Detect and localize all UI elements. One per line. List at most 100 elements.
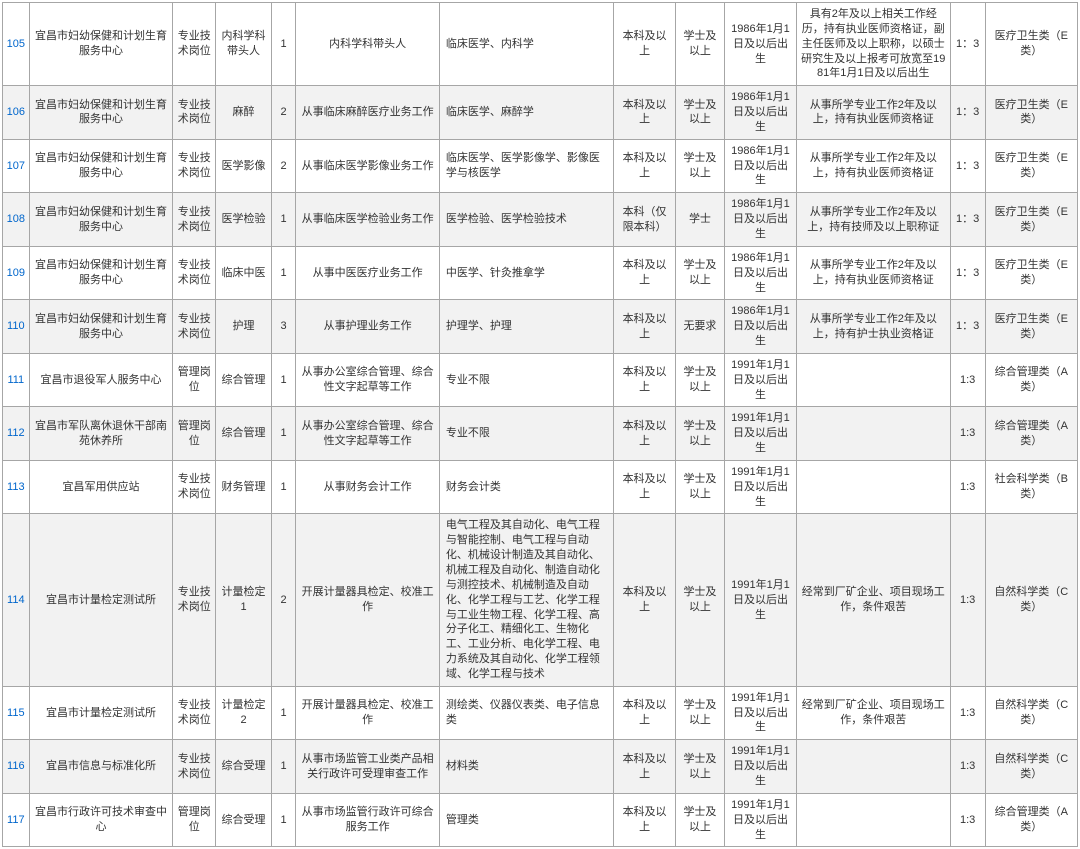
cell-other: 从事所学专业工作2年及以上，持有执业医师资格证: [796, 86, 950, 140]
cell-birth: 1991年1月1日及以后出生: [725, 407, 797, 461]
cell-post_name: 护理: [216, 300, 271, 354]
cell-post_type: 专业技术岗位: [173, 139, 216, 193]
cell-idx: 108: [3, 193, 30, 247]
cell-post_type: 专业技术岗位: [173, 193, 216, 247]
cell-org: 宜昌市妇幼保健和计划生育服务中心: [29, 139, 173, 193]
cell-count: 2: [271, 514, 296, 686]
cell-major: 电气工程及其自动化、电气工程与智能控制、电气工程与自动化、机械设计制造及其自动化…: [439, 514, 613, 686]
cell-degree: 学士及以上: [675, 407, 724, 461]
cell-other: [796, 407, 950, 461]
cell-exam_cat: 医疗卫生类（E类）: [985, 139, 1077, 193]
cell-major: 临床医学、内科学: [439, 3, 613, 86]
cell-idx: 114: [3, 514, 30, 686]
cell-count: 1: [271, 246, 296, 300]
cell-post_name: 医学检验: [216, 193, 271, 247]
cell-count: 1: [271, 193, 296, 247]
cell-org: 宜昌市妇幼保健和计划生育服务中心: [29, 300, 173, 354]
cell-other: [796, 740, 950, 794]
cell-exam_cat: 综合管理类（A类）: [985, 353, 1077, 407]
cell-org: 宜昌市军队离休退休干部南苑休养所: [29, 407, 173, 461]
table-row: 112宜昌市军队离休退休干部南苑休养所管理岗位综合管理1从事办公室综合管理、综合…: [3, 407, 1078, 461]
cell-idx: 106: [3, 86, 30, 140]
cell-major: 专业不限: [439, 353, 613, 407]
table-row: 115宜昌市计量检定测试所专业技术岗位计量检定21开展计量器具检定、校准工作测绘…: [3, 686, 1078, 740]
table-row: 109宜昌市妇幼保健和计划生育服务中心专业技术岗位临床中医1从事中医医疗业务工作…: [3, 246, 1078, 300]
cell-count: 2: [271, 86, 296, 140]
cell-ratio: 1:3: [950, 686, 985, 740]
table-row: 107宜昌市妇幼保健和计划生育服务中心专业技术岗位医学影像2从事临床医学影像业务…: [3, 139, 1078, 193]
cell-count: 1: [271, 407, 296, 461]
recruitment-table: 105宜昌市妇幼保健和计划生育服务中心专业技术岗位内科学科带头人1内科学科带头人…: [2, 2, 1078, 847]
cell-degree: 学士及以上: [675, 139, 724, 193]
cell-post_type: 专业技术岗位: [173, 514, 216, 686]
cell-count: 1: [271, 686, 296, 740]
cell-post_type: 专业技术岗位: [173, 86, 216, 140]
cell-edu: 本科及以上: [614, 407, 676, 461]
cell-degree: 学士及以上: [675, 686, 724, 740]
cell-other: 经常到厂矿企业、项目现场工作，条件艰苦: [796, 514, 950, 686]
cell-other: 从事所学专业工作2年及以上，持有执业医师资格证: [796, 246, 950, 300]
cell-count: 1: [271, 353, 296, 407]
cell-post_name: 综合管理: [216, 353, 271, 407]
cell-post_name: 临床中医: [216, 246, 271, 300]
cell-post_name: 财务管理: [216, 460, 271, 514]
cell-exam_cat: 自然科学类（C类）: [985, 740, 1077, 794]
cell-degree: 学士及以上: [675, 793, 724, 847]
table-row: 105宜昌市妇幼保健和计划生育服务中心专业技术岗位内科学科带头人1内科学科带头人…: [3, 3, 1078, 86]
cell-exam_cat: 医疗卫生类（E类）: [985, 300, 1077, 354]
cell-edu: 本科及以上: [614, 353, 676, 407]
cell-post_type: 管理岗位: [173, 353, 216, 407]
cell-other: 从事所学专业工作2年及以上，持有技师及以上职称证: [796, 193, 950, 247]
cell-degree: 学士及以上: [675, 740, 724, 794]
cell-idx: 117: [3, 793, 30, 847]
cell-edu: 本科及以上: [614, 686, 676, 740]
cell-ratio: 1：3: [950, 193, 985, 247]
cell-degree: 学士及以上: [675, 3, 724, 86]
cell-other: 从事所学专业工作2年及以上，持有护士执业资格证: [796, 300, 950, 354]
cell-post_type: 专业技术岗位: [173, 246, 216, 300]
cell-count: 1: [271, 460, 296, 514]
cell-idx: 113: [3, 460, 30, 514]
cell-post_name: 计量检定1: [216, 514, 271, 686]
cell-major: 财务会计类: [439, 460, 613, 514]
table-row: 117宜昌市行政许可技术审查中心管理岗位综合受理1从事市场监管行政许可综合服务工…: [3, 793, 1078, 847]
cell-edu: 本科（仅限本科）: [614, 193, 676, 247]
cell-birth: 1986年1月1日及以后出生: [725, 3, 797, 86]
cell-exam_cat: 医疗卫生类（E类）: [985, 86, 1077, 140]
cell-exam_cat: 综合管理类（A类）: [985, 793, 1077, 847]
cell-post_type: 专业技术岗位: [173, 686, 216, 740]
cell-birth: 1991年1月1日及以后出生: [725, 353, 797, 407]
cell-other: [796, 460, 950, 514]
cell-idx: 110: [3, 300, 30, 354]
cell-duty: 从事临床医学影像业务工作: [296, 139, 440, 193]
cell-duty: 从事财务会计工作: [296, 460, 440, 514]
cell-major: 测绘类、仪器仪表类、电子信息类: [439, 686, 613, 740]
cell-ratio: 1：3: [950, 246, 985, 300]
cell-major: 材料类: [439, 740, 613, 794]
cell-count: 1: [271, 793, 296, 847]
cell-edu: 本科及以上: [614, 460, 676, 514]
cell-post_type: 专业技术岗位: [173, 460, 216, 514]
cell-post_name: 计量检定2: [216, 686, 271, 740]
cell-edu: 本科及以上: [614, 740, 676, 794]
cell-idx: 107: [3, 139, 30, 193]
cell-major: 临床医学、医学影像学、影像医学与核医学: [439, 139, 613, 193]
cell-post_type: 专业技术岗位: [173, 740, 216, 794]
cell-ratio: 1:3: [950, 740, 985, 794]
cell-post_type: 专业技术岗位: [173, 300, 216, 354]
cell-major: 临床医学、麻醉学: [439, 86, 613, 140]
cell-org: 宜昌市妇幼保健和计划生育服务中心: [29, 86, 173, 140]
cell-major: 专业不限: [439, 407, 613, 461]
cell-duty: 从事市场监管工业类产品相关行政许可受理审查工作: [296, 740, 440, 794]
cell-exam_cat: 社会科学类（B类）: [985, 460, 1077, 514]
cell-degree: 学士及以上: [675, 86, 724, 140]
cell-post_name: 医学影像: [216, 139, 271, 193]
cell-post_name: 综合受理: [216, 740, 271, 794]
table-row: 111宜昌市退役军人服务中心管理岗位综合管理1从事办公室综合管理、综合性文字起草…: [3, 353, 1078, 407]
cell-post_name: 麻醉: [216, 86, 271, 140]
cell-post_type: 管理岗位: [173, 407, 216, 461]
cell-exam_cat: 自然科学类（C类）: [985, 514, 1077, 686]
cell-count: 1: [271, 740, 296, 794]
cell-post_name: 综合管理: [216, 407, 271, 461]
table-row: 108宜昌市妇幼保健和计划生育服务中心专业技术岗位医学检验1从事临床医学检验业务…: [3, 193, 1078, 247]
